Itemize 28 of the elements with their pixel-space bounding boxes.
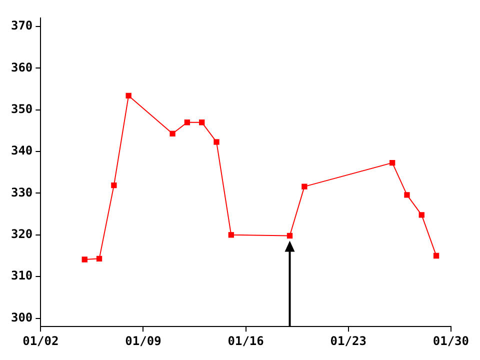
point: [302, 184, 308, 190]
x-tick-label: 01/16: [228, 334, 264, 348]
point: [286, 232, 293, 239]
point: [433, 252, 440, 259]
point: [170, 130, 176, 136]
x-tick-label: 01/30: [432, 334, 469, 348]
x-tick-label: 01/23: [330, 334, 366, 348]
x-tick-label: 01/02: [22, 334, 59, 348]
y-tick-label: 350: [10, 102, 33, 116]
point: [404, 192, 410, 198]
point: [126, 92, 132, 99]
point: [96, 256, 102, 262]
y-tick-label: 310: [10, 268, 33, 283]
y-tick-label: 300: [10, 310, 33, 324]
x-tick-label: 01/09: [125, 334, 162, 348]
point: [82, 256, 88, 262]
y-tick-label: 360: [10, 60, 33, 74]
point: [111, 182, 117, 188]
point: [418, 212, 424, 218]
point: [199, 120, 205, 126]
point: [228, 232, 234, 238]
y-tick-label: 370: [10, 18, 33, 33]
y-tick-label: 330: [10, 185, 33, 200]
point: [214, 139, 220, 145]
point: [390, 160, 396, 166]
y-tick-label: 340: [10, 144, 33, 158]
point: [184, 120, 190, 126]
y-tick-label: 320: [10, 227, 33, 242]
